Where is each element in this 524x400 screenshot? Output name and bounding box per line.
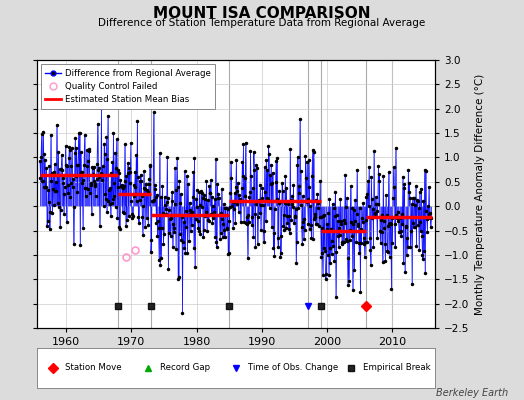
Y-axis label: Monthly Temperature Anomaly Difference (°C): Monthly Temperature Anomaly Difference (…: [475, 73, 485, 315]
Text: Difference of Station Temperature Data from Regional Average: Difference of Station Temperature Data f…: [99, 18, 425, 28]
Text: Berkeley Earth: Berkeley Earth: [436, 388, 508, 398]
Text: Empirical Break: Empirical Break: [363, 364, 431, 372]
Text: Station Move: Station Move: [64, 364, 121, 372]
Legend: Difference from Regional Average, Quality Control Failed, Estimated Station Mean: Difference from Regional Average, Qualit…: [41, 64, 215, 108]
Text: Time of Obs. Change: Time of Obs. Change: [248, 364, 338, 372]
Text: MOUNT ISA COMPARISON: MOUNT ISA COMPARISON: [153, 6, 371, 21]
Text: Record Gap: Record Gap: [160, 364, 210, 372]
